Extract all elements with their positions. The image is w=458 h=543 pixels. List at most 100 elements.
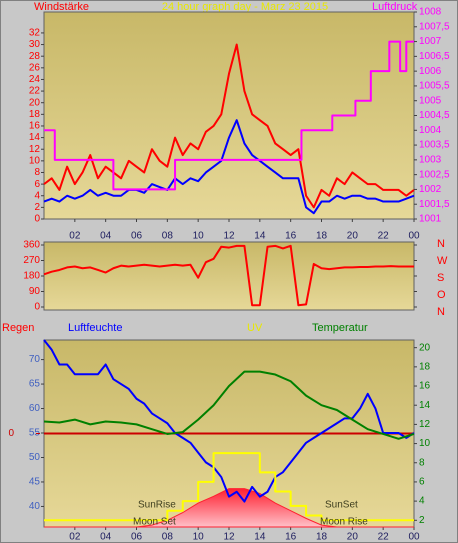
- y-tick-label: 270: [23, 255, 40, 266]
- series-line: [44, 40, 414, 191]
- y2-tick-label: 1002,5: [419, 169, 450, 180]
- y-tick-label: 4: [34, 190, 40, 201]
- y-tick-label: 70: [29, 354, 41, 365]
- y-tick-label: 0: [34, 214, 40, 225]
- y2-tick-label: 20: [419, 342, 431, 353]
- y2-tick-label: 1007: [419, 36, 442, 47]
- x-tick-label: 04: [100, 532, 112, 543]
- y2-tick-label: 6: [419, 477, 425, 488]
- y-tick-label: 180: [23, 271, 40, 282]
- y2-tick-label: 1007,5: [419, 21, 450, 32]
- x-tick-label: 16: [285, 532, 297, 543]
- x-tick-label: 22: [378, 532, 390, 543]
- x-tick-label: 18: [316, 231, 328, 242]
- y-tick-label: 24: [29, 74, 41, 85]
- legend-label: Regen: [2, 322, 34, 334]
- y2-tick-label: 1004: [419, 125, 442, 136]
- legend-label: Temperatur: [312, 322, 368, 334]
- y2-tick-label: 1006: [419, 66, 442, 77]
- y-tick-label: 8: [34, 167, 40, 178]
- y-tick-label: 26: [29, 62, 41, 73]
- y2-tick-label: 14: [419, 400, 431, 411]
- legend-label: UV: [247, 322, 263, 334]
- y-tick-label: 0: [34, 302, 40, 313]
- x-tick-label: 06: [131, 532, 143, 543]
- annotation: Moon Set: [133, 517, 176, 528]
- x-tick-label: 20: [347, 532, 359, 543]
- y3-tick-label: 0: [8, 428, 14, 439]
- y2-tick-label: 1008: [419, 7, 442, 18]
- y2-tick-label: 1004,5: [419, 110, 450, 121]
- y2-tick-label: 1002: [419, 184, 442, 195]
- x-tick-label: 00: [408, 532, 420, 543]
- y2-tick-label: W: [437, 255, 448, 267]
- wind-label: Windstärke: [34, 1, 89, 13]
- chart-title: 24 hour graph day - Marz 23 2015: [162, 1, 328, 13]
- y-tick-label: 50: [29, 452, 41, 463]
- y2-tick-label: 8: [419, 457, 425, 468]
- y-tick-label: 90: [29, 286, 41, 297]
- plot-area: [43, 11, 415, 220]
- y-tick-label: 28: [29, 51, 41, 62]
- x-tick-label: 02: [69, 532, 81, 543]
- x-tick-label: 10: [193, 231, 205, 242]
- y-tick-label: 14: [29, 132, 41, 143]
- y-tick-label: 360: [23, 240, 40, 251]
- y-tick-label: 18: [29, 109, 41, 120]
- x-tick-label: 06: [131, 231, 143, 242]
- series-line: [43, 244, 414, 307]
- series-line: [43, 43, 415, 209]
- x-tick-label: 20: [347, 231, 359, 242]
- y2-tick-label: 1005: [419, 95, 442, 106]
- x-tick-label: 18: [316, 532, 328, 543]
- y2-tick-label: 1005,5: [419, 81, 450, 92]
- series-line: [44, 452, 414, 522]
- y2-tick-label: 1003: [419, 154, 442, 165]
- series-line: [43, 370, 415, 440]
- series-line: [43, 119, 415, 215]
- y-tick-label: 16: [29, 121, 41, 132]
- x-tick-label: 02: [69, 231, 81, 242]
- y-tick-label: 55: [29, 428, 41, 439]
- y-tick-label: 12: [29, 144, 41, 155]
- y2-tick-label: 1006,5: [419, 51, 450, 62]
- y2-tick-label: N: [437, 306, 445, 318]
- x-tick-label: 14: [254, 231, 266, 242]
- x-tick-label: 16: [285, 231, 297, 242]
- y2-tick-label: 12: [419, 419, 431, 430]
- y-tick-label: 40: [29, 501, 41, 512]
- x-tick-label: 08: [162, 231, 174, 242]
- y-tick-label: 60: [29, 403, 41, 414]
- y2-tick-label: N: [437, 238, 445, 250]
- series-line: [43, 339, 415, 503]
- y-tick-label: 22: [29, 86, 41, 97]
- y2-tick-label: 16: [419, 381, 431, 392]
- y2-tick-label: 1001,5: [419, 199, 450, 210]
- annotation: SunRise: [138, 500, 176, 511]
- y2-tick-label: 1001: [419, 214, 442, 225]
- y2-tick-label: S: [437, 272, 444, 284]
- y2-tick-label: 1003,5: [419, 140, 450, 151]
- x-tick-label: 00: [408, 231, 420, 242]
- annotation: SunSet: [325, 500, 358, 511]
- y-tick-label: 10: [29, 155, 41, 166]
- y2-tick-label: 18: [419, 361, 431, 372]
- x-tick-label: 22: [378, 231, 390, 242]
- y-tick-label: 20: [29, 97, 41, 108]
- plot-area: [43, 241, 415, 311]
- y-tick-label: 2: [34, 202, 40, 213]
- y2-tick-label: O: [437, 289, 446, 301]
- x-tick-label: 04: [100, 231, 112, 242]
- y-tick-label: 65: [29, 379, 41, 390]
- y-tick-label: 45: [29, 477, 41, 488]
- area: [44, 488, 414, 528]
- x-tick-label: 12: [223, 231, 235, 242]
- y2-tick-label: 4: [419, 496, 425, 507]
- y-tick-label: 6: [34, 179, 40, 190]
- x-tick-label: 14: [254, 532, 266, 543]
- pressure-label: Luftdruck: [372, 1, 418, 13]
- y2-tick-label: 2: [419, 515, 425, 526]
- x-tick-label: 08: [162, 532, 174, 543]
- x-tick-label: 12: [223, 532, 235, 543]
